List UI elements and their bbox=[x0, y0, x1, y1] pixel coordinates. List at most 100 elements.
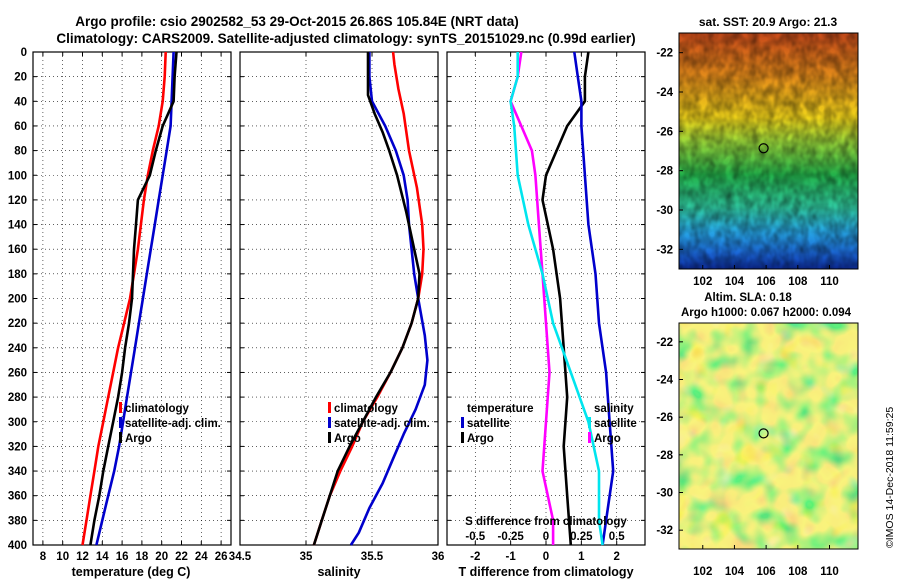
map-lat-label: -22 bbox=[656, 48, 673, 60]
top-tick-label: 0 bbox=[543, 531, 549, 543]
panel-frame bbox=[32, 51, 232, 546]
argo-position-marker bbox=[758, 143, 769, 154]
credit-text: ©IMOS 14-Dec-2018 11:59:25 bbox=[884, 407, 896, 548]
sst-texture bbox=[679, 33, 858, 269]
temperature-xlabel: temperature (deg C) bbox=[72, 565, 191, 579]
map-lon-label: 108 bbox=[788, 566, 808, 578]
map-lon-label: 104 bbox=[725, 276, 745, 288]
x-tick-label: 16 bbox=[116, 551, 129, 563]
map-lon-label: 102 bbox=[693, 566, 712, 578]
x-tick-label: 12 bbox=[76, 551, 89, 563]
top-tick-label: 0.5 bbox=[609, 531, 626, 543]
series-line-satellite-adj-clim- bbox=[95, 51, 175, 546]
depth-tick-label: 320 bbox=[8, 441, 27, 453]
legend-swatch-climatology bbox=[119, 402, 122, 413]
series-line-argo bbox=[89, 51, 178, 546]
legend-swatch-sal-satellite bbox=[588, 417, 591, 428]
salinity-legend: climatology satellite-adj. clim. Argo bbox=[328, 402, 430, 445]
depth-tick-label: 160 bbox=[8, 244, 27, 256]
legend-swatch-satellite bbox=[328, 417, 331, 428]
map-lon-label: 106 bbox=[757, 566, 776, 578]
legend-swatch-climatology bbox=[328, 402, 331, 413]
difference-legend: temperature salinity satellite Argo sate… bbox=[461, 403, 637, 445]
depth-tick-label: 100 bbox=[8, 170, 27, 182]
top-tick-label: -0.5 bbox=[465, 531, 485, 543]
x-tick-label: 0 bbox=[543, 551, 549, 563]
depth-tick-label: 380 bbox=[8, 515, 27, 527]
x-tick-label: -2 bbox=[470, 551, 480, 563]
legend-swatch-argo bbox=[328, 432, 331, 443]
x-tick-label: 34.5 bbox=[229, 551, 252, 563]
map-lat-label: -30 bbox=[656, 488, 673, 500]
legend-swatch-temp-argo bbox=[461, 432, 464, 443]
legend-label-satellite: satellite-adj. clim. bbox=[334, 418, 430, 430]
depth-tick-label: 80 bbox=[14, 146, 27, 158]
title-line-1: Argo profile: csio 2902582_53 29-Oct-201… bbox=[75, 14, 518, 29]
x-tick-label: 24 bbox=[195, 551, 208, 563]
temperature-panel: 8 10 12 14 16 18 20 22 24 26 bbox=[32, 51, 232, 563]
depth-tick-label: 120 bbox=[8, 195, 27, 207]
x-tick-label: 8 bbox=[40, 551, 47, 563]
sla-texture bbox=[679, 323, 858, 549]
map-lat-label: -32 bbox=[656, 525, 673, 537]
x-tick-label: 35 bbox=[300, 551, 313, 563]
depth-tick-label: 400 bbox=[8, 540, 27, 552]
series-line-satellite-adj-clim- bbox=[349, 52, 429, 546]
top-tick-label: 0.25 bbox=[570, 531, 593, 543]
top-tick-label: -0.25 bbox=[498, 531, 525, 543]
depth-tick-label: 200 bbox=[8, 294, 27, 306]
difference-panel: -2 -0.5 -1 -0.25 0 0 1 0.25 2 0.5 bbox=[446, 51, 646, 563]
x-tick-label: 2 bbox=[614, 551, 620, 563]
series-line-argo bbox=[312, 52, 421, 546]
x-tick-label: 22 bbox=[175, 551, 188, 563]
legend-title-salinity: salinity bbox=[594, 403, 634, 415]
map-lon-label: 108 bbox=[788, 276, 808, 288]
difference-top-xlabel: S difference from climatology bbox=[465, 516, 627, 528]
sla-map-subtitle: Argo h1000: 0.067 h2000: 0.094 bbox=[681, 307, 852, 319]
legend-label-satellite: satellite-adj. clim. bbox=[125, 418, 221, 430]
map-lon-label: 104 bbox=[725, 566, 745, 578]
map-lat-label: -22 bbox=[656, 337, 673, 349]
legend-label-climatology: climatology bbox=[125, 403, 190, 415]
depth-tick-label: 240 bbox=[8, 343, 27, 355]
salinity-panel: 34.5 35 35.5 36 bbox=[229, 51, 444, 563]
difference-xlabel: T difference from climatology bbox=[458, 565, 633, 579]
map-lat-label: -28 bbox=[656, 166, 673, 178]
temperature-legend: climatology satellite-adj. clim. Argo bbox=[119, 402, 221, 445]
sst-map-title: sat. SST: 20.9 Argo: 21.3 bbox=[699, 15, 838, 29]
x-tick-label: 1 bbox=[578, 551, 585, 563]
salinity-xlabel: salinity bbox=[317, 565, 360, 579]
legend-label-sal-argo: Argo bbox=[594, 433, 621, 445]
series-line-climatology bbox=[81, 51, 167, 546]
map-lat-label: -24 bbox=[656, 375, 673, 387]
sla-map-title: Altim. SLA: 0.18 bbox=[704, 292, 792, 304]
map-lon-label: 102 bbox=[693, 276, 712, 288]
map-lat-label: -26 bbox=[656, 412, 673, 424]
depth-tick-label: 300 bbox=[8, 417, 27, 429]
series-line-salinity-satellite bbox=[573, 51, 615, 546]
x-tick-label: 20 bbox=[155, 551, 168, 563]
series-line-salinity-argo bbox=[509, 52, 604, 546]
map-lat-label: -30 bbox=[656, 205, 673, 217]
x-tick-label: -1 bbox=[506, 551, 517, 563]
sst-map bbox=[679, 33, 858, 269]
map-lat-label: -24 bbox=[656, 87, 673, 99]
depth-tick-label: 180 bbox=[8, 269, 27, 281]
x-tick-label: 26 bbox=[215, 551, 228, 563]
map-lat-label: -26 bbox=[656, 126, 673, 138]
sla-map bbox=[679, 323, 858, 549]
depth-tick-label: 20 bbox=[14, 72, 27, 84]
legend-swatch-sal-argo bbox=[588, 432, 591, 443]
map-lat-label: -28 bbox=[656, 450, 673, 462]
map-lon-label: 110 bbox=[820, 566, 839, 578]
panel-frame bbox=[239, 51, 439, 546]
legend-label-argo: Argo bbox=[334, 433, 361, 445]
argo-position-marker bbox=[758, 428, 769, 439]
depth-tick-label: 40 bbox=[14, 96, 27, 108]
x-tick-label: 10 bbox=[56, 551, 69, 563]
depth-tick-label: 140 bbox=[8, 220, 27, 232]
x-tick-label: 18 bbox=[136, 551, 149, 563]
legend-swatch-argo bbox=[119, 432, 122, 443]
legend-swatch-temp-satellite bbox=[461, 417, 464, 428]
